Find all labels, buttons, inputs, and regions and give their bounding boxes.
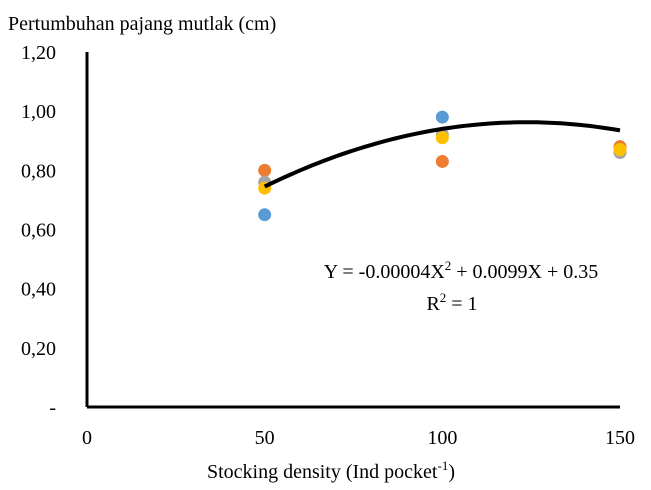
data-point xyxy=(613,143,627,157)
x-tick-label: 150 xyxy=(605,427,635,449)
y-axis-label: Pertumbuhan pajang mutlak (cm) xyxy=(8,13,276,35)
x-axis-label: Stocking density (Ind pocket-1) xyxy=(207,458,455,483)
data-point xyxy=(258,208,272,222)
y-tick-labels: - 0,20 0,40 0,60 0,80 1,00 1,20 xyxy=(21,42,56,419)
r2-part-2: = 1 xyxy=(446,293,477,315)
r2-part-1: R xyxy=(426,293,440,315)
y-tick-label: 0,40 xyxy=(21,279,56,301)
data-point xyxy=(258,163,272,177)
x-tick-label: 0 xyxy=(82,427,92,449)
r-squared-label: R2 = 1 xyxy=(426,290,477,315)
x-axis-label-superscript: -1 xyxy=(438,458,449,473)
r2-superscript: 2 xyxy=(440,290,447,305)
y-tick-label: 0,60 xyxy=(21,220,56,242)
x-axis-label-main: Stocking density (Ind pocket xyxy=(207,461,438,483)
y-tick-label: 0,80 xyxy=(21,160,56,182)
data-point xyxy=(435,131,449,145)
equation-superscript: 2 xyxy=(445,258,452,273)
x-tick-labels: 0 50 100 150 xyxy=(82,427,635,449)
equation-part-2: + 0.0099X + 0.35 xyxy=(451,261,598,283)
trend-equation: Y = -0.00004X2 + 0.0099X + 0.35 xyxy=(324,258,599,283)
y-tick-label: - xyxy=(49,397,56,419)
y-tick-label: 1,20 xyxy=(21,42,56,64)
equation-part-1: Y = -0.00004X xyxy=(324,261,446,283)
x-tick-label: 50 xyxy=(255,427,275,449)
y-tick-label: 1,00 xyxy=(21,101,56,123)
data-point xyxy=(435,154,449,168)
y-tick-label: 0,20 xyxy=(21,338,56,360)
x-tick-label: 100 xyxy=(427,427,457,449)
x-axis-label-close: ) xyxy=(448,461,455,483)
data-point xyxy=(435,110,449,124)
trendline xyxy=(263,120,621,189)
